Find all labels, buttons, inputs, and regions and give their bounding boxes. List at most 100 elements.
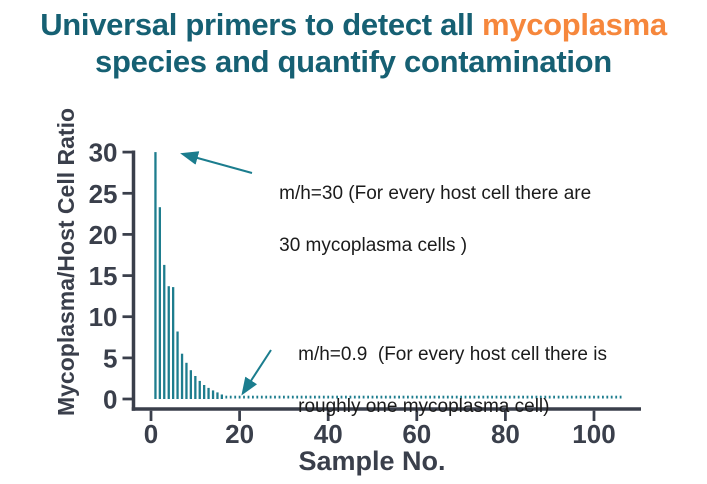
tail-dot [358, 395, 361, 399]
tail-dot [225, 395, 228, 399]
bar [207, 387, 210, 399]
annotation-mh30-line2: 30 mycoplasma cells ) [279, 235, 468, 256]
tail-dot [349, 395, 352, 399]
y-tick-label: 20 [89, 220, 118, 250]
tail-dot [500, 395, 502, 399]
tail-dot [575, 395, 578, 399]
tail-dot [424, 395, 427, 399]
tail-dot [482, 395, 485, 399]
tail-dot [398, 395, 400, 399]
tail-dot [562, 395, 564, 399]
slide-title: Universal primers to detect all mycoplas… [0, 6, 707, 80]
bar [154, 152, 157, 399]
tail-dot [566, 395, 569, 399]
y-axis-label: Mycoplasma/Host Cell Ratio [53, 108, 79, 416]
tail-dot [296, 395, 299, 399]
bar [194, 376, 197, 399]
tail-dot [331, 395, 334, 399]
tail-dot [539, 395, 542, 399]
tail-dot [460, 395, 462, 399]
tail-dot [548, 395, 551, 399]
tail-dot [420, 395, 423, 399]
x-tick-label: 60 [402, 419, 431, 449]
tail-dot [265, 395, 268, 399]
tail-dot [247, 395, 250, 399]
annotation-mh30-line1: m/h=30 (For every host cell there are [279, 183, 592, 204]
annotation-mh09-line2: roughly one mycoplasma cell) [298, 396, 550, 417]
tail-dot [402, 395, 405, 399]
tail-dot [327, 395, 330, 399]
tail-dot [256, 395, 259, 399]
tail-dot [305, 395, 307, 399]
bars-group [154, 152, 223, 399]
tail-dot [389, 395, 392, 399]
tail-dot [234, 395, 237, 399]
title-line1-prefix: Universal primers to detect all [40, 7, 482, 42]
tail-dot [429, 395, 431, 399]
tail-dot [291, 395, 294, 399]
tail-dot [553, 395, 555, 399]
tail-dot [287, 395, 290, 399]
tail-dot [278, 395, 281, 399]
tail-dot [371, 395, 374, 399]
tail-dot [451, 395, 454, 399]
tail-dot [384, 395, 387, 399]
tail-dot [491, 395, 493, 399]
tail-dot [415, 395, 418, 399]
tail-dot [407, 395, 409, 399]
tail-dot [486, 395, 489, 399]
tail-dot [393, 395, 396, 399]
tail-dot [610, 395, 613, 399]
x-tick-label: 0 [144, 419, 158, 449]
tail-dot [531, 395, 533, 399]
tail-dot [252, 395, 254, 399]
tail-dot [345, 395, 347, 399]
tail-dot [544, 395, 547, 399]
tail-dot [322, 395, 325, 399]
bar [163, 264, 166, 399]
tail-dot [557, 395, 560, 399]
tail-dot [300, 395, 303, 399]
tail-dot [269, 395, 272, 399]
tail-dot [314, 395, 316, 399]
annotation-arrow-mh09 [241, 349, 272, 396]
tail-dot [336, 395, 338, 399]
tail-dot [535, 395, 538, 399]
tail-dot [367, 395, 369, 399]
x-tick-label: 20 [225, 419, 254, 449]
tail-dot [477, 395, 480, 399]
tail-dot [229, 395, 232, 399]
tail-dot [606, 395, 609, 399]
title-line2: species and quantify contamination [95, 44, 612, 79]
tail-dot [597, 395, 600, 399]
bar [198, 380, 201, 399]
tail-dot [446, 395, 449, 399]
bar [189, 370, 192, 399]
tail-dot [469, 395, 471, 399]
bar [203, 385, 206, 399]
tail-dot [495, 395, 498, 399]
tail-dot [411, 395, 414, 399]
bar [158, 207, 161, 399]
tail-dot [579, 395, 582, 399]
tail-dot [593, 395, 595, 399]
tail-dot [619, 395, 622, 399]
bar [167, 286, 170, 399]
tail-dot [309, 395, 312, 399]
x-tick-label: 100 [572, 419, 615, 449]
tail-dot [340, 395, 343, 399]
y-tick-label: 30 [89, 138, 118, 168]
y-tick-label: 5 [103, 343, 117, 373]
tail-dot [522, 395, 524, 399]
tail-dot [376, 395, 378, 399]
tail-dot [464, 395, 467, 399]
tail-dot [283, 395, 285, 399]
bar [220, 394, 223, 399]
bar [176, 331, 179, 399]
annotation-mh09: m/h=0.9 (For every host cell there is ro… [277, 316, 607, 446]
y-tick-label: 0 [103, 385, 117, 415]
tail-dot [455, 395, 458, 399]
tail-dot [442, 395, 445, 399]
tail-dot [517, 395, 520, 399]
